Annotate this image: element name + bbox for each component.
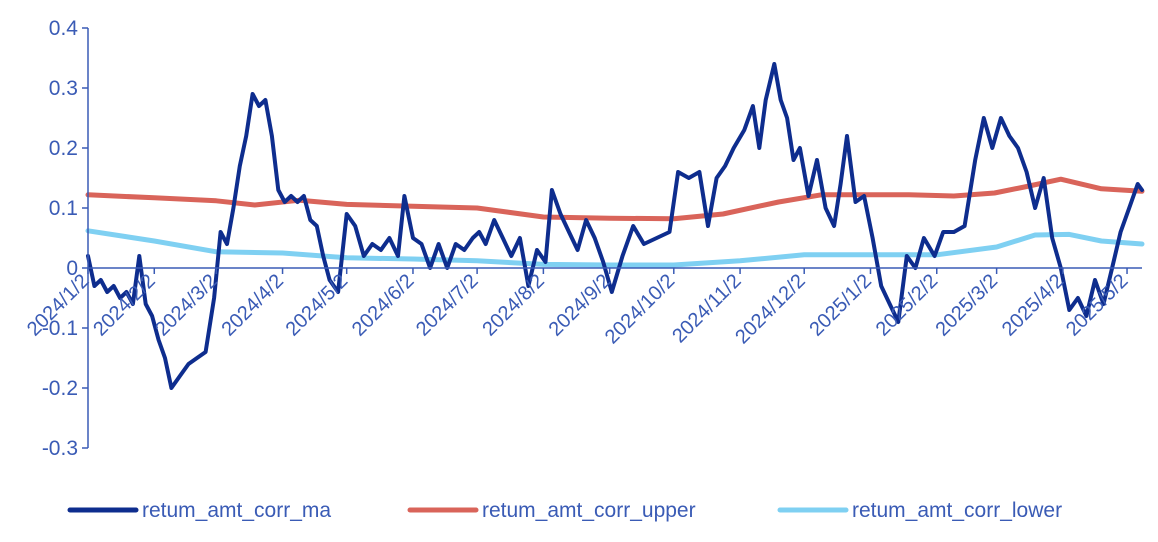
x-tick-label: 2024/7/2: [412, 270, 483, 341]
y-tick-label: 0.3: [49, 77, 78, 100]
y-tick-label: 0.2: [49, 137, 78, 160]
y-tick-label: 0.1: [49, 197, 78, 220]
series-line-retum_amt_corr_ma: [86, 62, 1144, 390]
series-layer: [85, 62, 1145, 390]
y-tick-label: 0.4: [49, 17, 79, 40]
legend: retum_amt_corr_ma retum_amt_corr_upper ret…: [67, 499, 1062, 522]
y-tick-label: -0.2: [42, 377, 78, 400]
x-tick-label: 2024/12/2: [731, 270, 809, 348]
x-tick-label: 2024/5/2: [282, 270, 353, 341]
legend-label: retum_amt_corr_upper: [482, 499, 696, 522]
x-tick-label: 2024/8/2: [478, 270, 549, 341]
x-tick-label: 2024/4/2: [217, 270, 288, 341]
x-tick-label: 2025/1/2: [805, 270, 876, 341]
y-tick-label: 0: [66, 257, 78, 280]
x-tick-label: 2024/10/2: [601, 270, 679, 348]
legend-label: retum_amt_corr_ma: [142, 499, 331, 522]
x-tick-label: 2025/3/2: [932, 270, 1003, 341]
series-line-retum_amt_corr_lower: [85, 228, 1145, 268]
y-tick-label: -0.3: [42, 437, 78, 460]
legend-label: retum_amt_corr_lower: [852, 499, 1062, 522]
x-tick-label: 2025/4/2: [998, 270, 1069, 341]
series-line-retum_amt_corr_upper: [85, 176, 1145, 222]
x-tick-label: 2025/2/2: [872, 270, 943, 341]
x-tick-label: 2024/6/2: [348, 270, 419, 341]
y-tick-label: -0.1: [42, 317, 78, 340]
